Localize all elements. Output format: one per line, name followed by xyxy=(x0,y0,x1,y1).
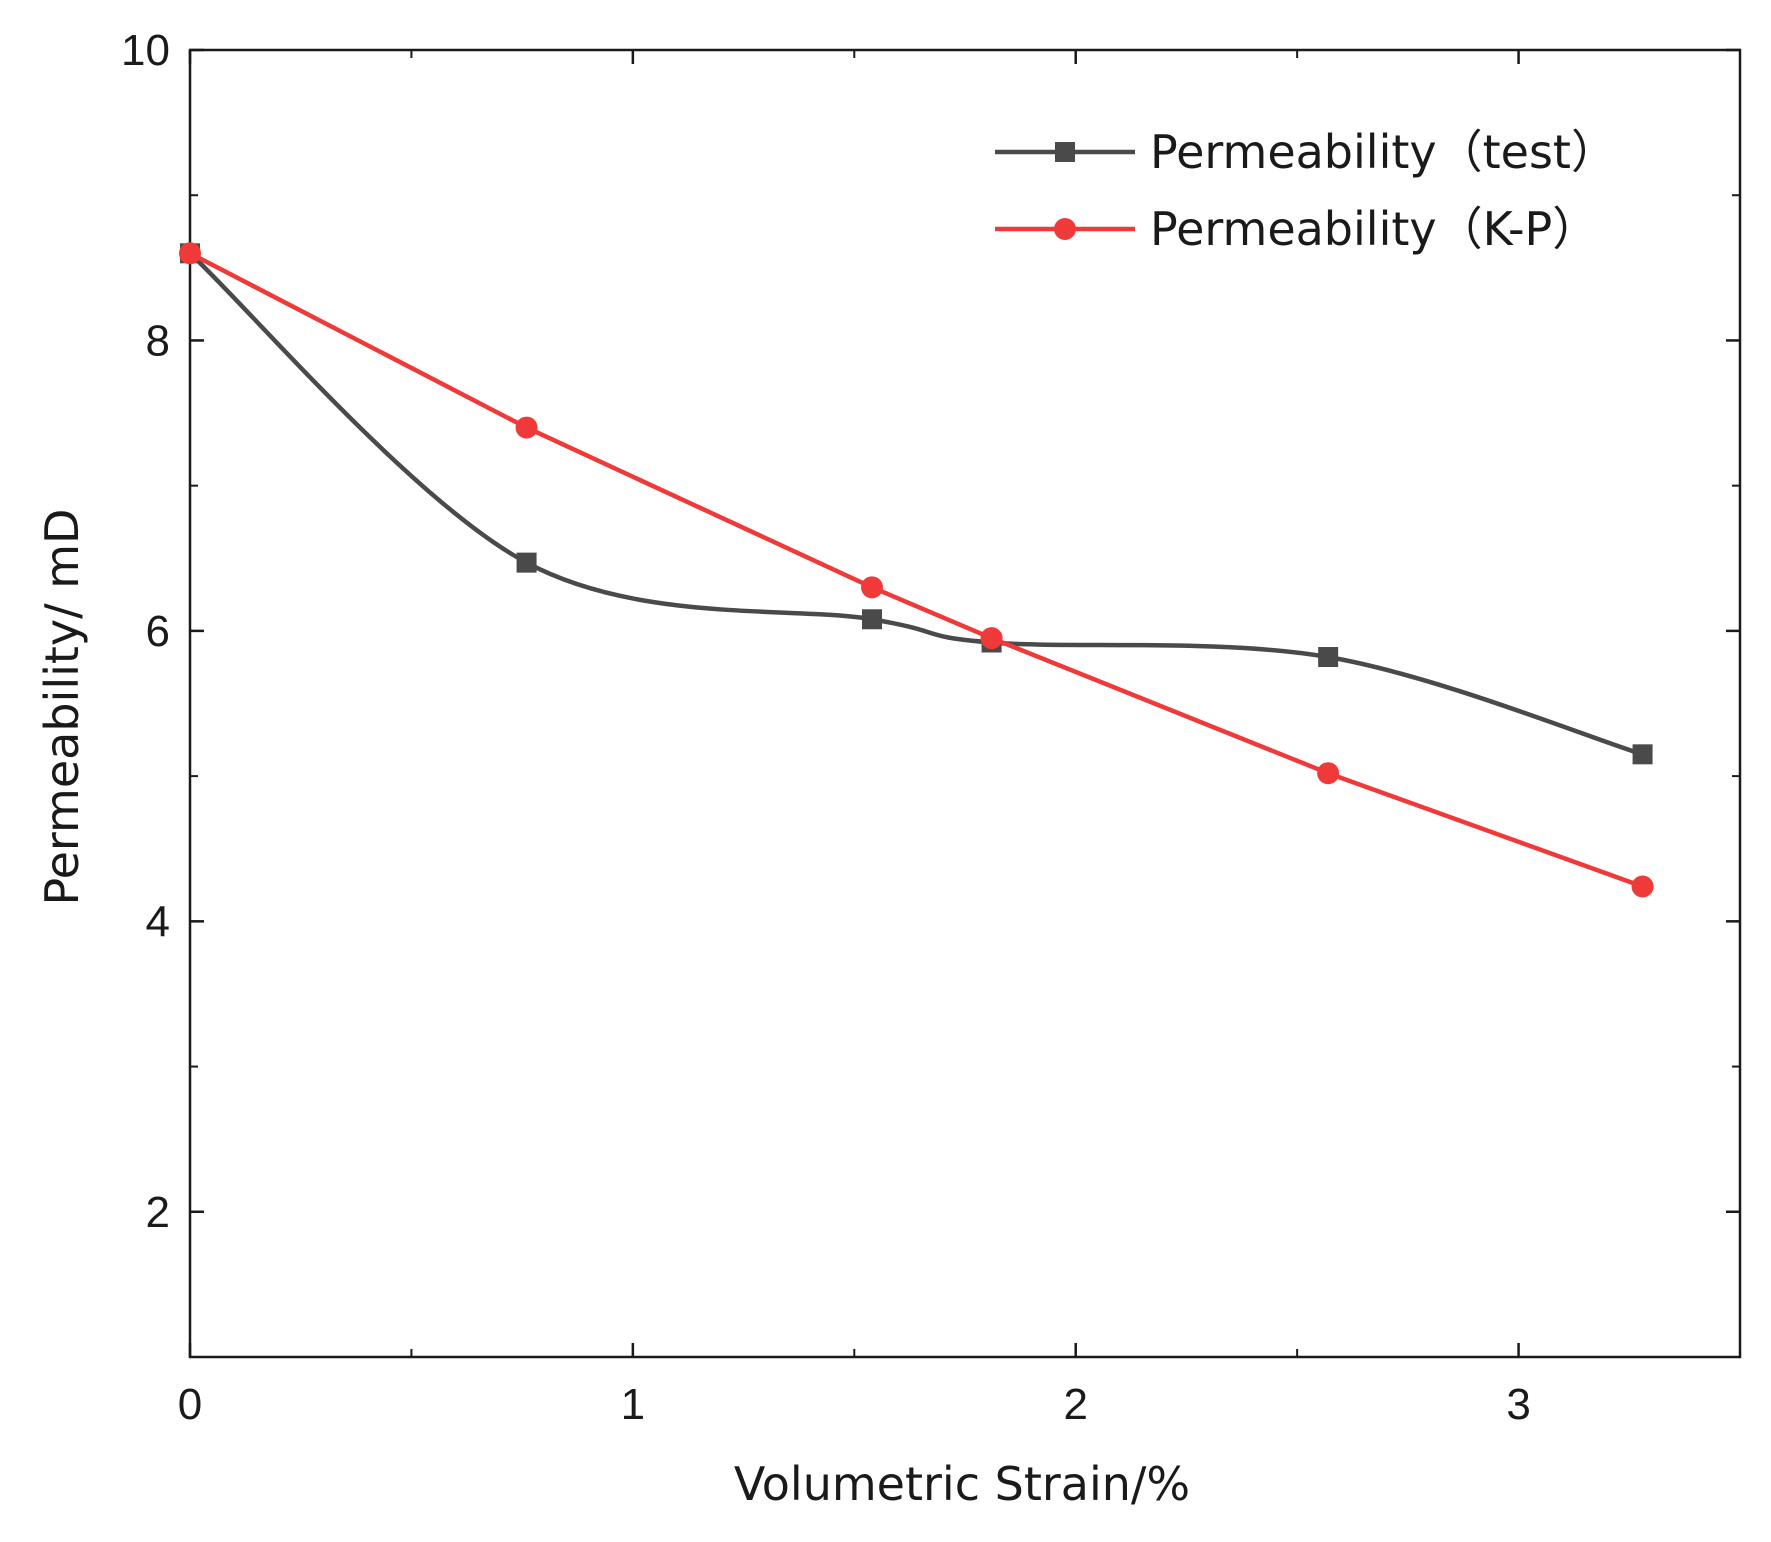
data-point-test xyxy=(516,552,537,573)
legend-marker-test xyxy=(1055,142,1075,162)
data-point-test xyxy=(1318,647,1339,668)
data-point-test xyxy=(862,609,882,630)
x-tick-label: 0 xyxy=(178,1380,202,1429)
series-line-test xyxy=(188,251,1644,757)
series-group xyxy=(179,242,1654,898)
y-tick-label: 6 xyxy=(146,607,170,656)
data-point-kp xyxy=(1317,762,1340,785)
y-axis-title: Permeability/ mD xyxy=(35,509,89,906)
y-tick-label: 10 xyxy=(121,26,170,75)
y-tick-label: 4 xyxy=(146,897,170,946)
legend-label-kp: Permeability（K-P） xyxy=(1150,202,1598,256)
x-tick-label: 1 xyxy=(621,1380,645,1429)
x-tick-label: 3 xyxy=(1506,1380,1530,1429)
y-tick-label: 2 xyxy=(146,1188,170,1237)
data-point-kp xyxy=(179,242,201,265)
data-point-kp xyxy=(861,576,883,599)
legend-label-test: Permeability（test） xyxy=(1150,125,1617,179)
data-point-kp xyxy=(980,627,1003,650)
legend-marker-kp xyxy=(1054,218,1076,240)
y-tick-label: 8 xyxy=(146,316,170,365)
axes-group: 0 1 2 3 2 4 6 8 10 xyxy=(121,26,1742,1429)
x-tick-label: 2 xyxy=(1063,1380,1087,1429)
plot-frame xyxy=(188,48,1742,1359)
x-axis-title: Volumetric Strain/% xyxy=(734,1457,1190,1511)
data-point-kp xyxy=(515,416,538,439)
data-point-kp xyxy=(1631,875,1654,898)
legend: Permeability（test） Permeability（K-P） xyxy=(995,125,1617,256)
data-point-test xyxy=(1632,744,1653,765)
series-line-kp xyxy=(188,251,1644,889)
